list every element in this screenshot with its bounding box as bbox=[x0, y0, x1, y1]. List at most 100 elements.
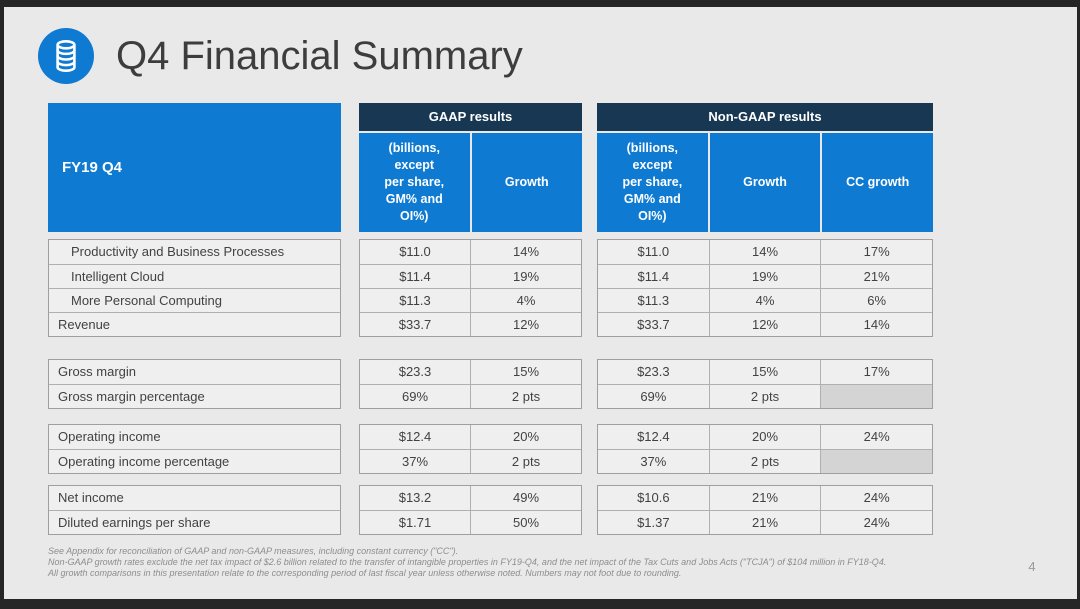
gaap-value-cell: $33.7 bbox=[398, 317, 432, 332]
row-label: Diluted earnings per share bbox=[49, 510, 340, 534]
nongaap-cc-growth-column-header: CC growth bbox=[820, 133, 933, 232]
nongaap-growth-column-header: Growth bbox=[707, 133, 821, 232]
gaap-value-cell: $12.4 bbox=[398, 429, 432, 444]
page-number: 4 bbox=[1028, 559, 1036, 574]
nongaap-cc-growth-cell-empty bbox=[820, 450, 933, 473]
gaap-value-cell: $1.71 bbox=[398, 515, 432, 530]
nongaap-cc-growth-cell: 14% bbox=[820, 313, 932, 336]
gaap-growth-cell: 49% bbox=[470, 486, 581, 510]
page-title: Q4 Financial Summary bbox=[116, 33, 523, 78]
nongaap-units-column-header: (billions, except per share, GM% and OI%… bbox=[622, 141, 683, 223]
table-row: $11.4 19% bbox=[360, 264, 581, 288]
gaap-column-headers: (billions, except per share, GM% and OI%… bbox=[359, 133, 582, 232]
table-row: $11.3 4% bbox=[360, 288, 581, 312]
operating-income-label-box: Operating income Operating income percen… bbox=[48, 424, 341, 474]
table-row: $1.71 50% bbox=[360, 510, 581, 534]
nongaap-cc-growth-cell-empty bbox=[820, 385, 933, 408]
table-row: $33.7 12% bbox=[360, 312, 581, 336]
table-row: 69% 2 pts bbox=[598, 384, 933, 408]
gaap-units-column-header: (billions, except per share, GM% and OI%… bbox=[384, 141, 445, 223]
gaap-value-cell: $11.3 bbox=[399, 293, 431, 308]
period-label: FY19 Q4 bbox=[62, 159, 123, 176]
nongaap-value-cell: $33.7 bbox=[637, 317, 670, 332]
nongaap-growth-cell: 2 pts bbox=[708, 450, 821, 473]
row-label: Productivity and Business Processes bbox=[71, 244, 285, 259]
gaap-growth-cell: 50% bbox=[470, 511, 581, 534]
table-row: 37% 2 pts bbox=[360, 449, 581, 473]
nongaap-cc-growth-cell: 17% bbox=[820, 360, 932, 384]
table-row: $12.4 20% 24% bbox=[598, 425, 932, 449]
slide-header: Q4 Financial Summary bbox=[38, 27, 523, 85]
nongaap-results-title: Non-GAAP results bbox=[597, 103, 933, 131]
table-row: $13.2 49% bbox=[360, 486, 581, 510]
net-income-nongaap-values-box: $10.6 21% 24% $1.37 21% 24% bbox=[597, 485, 933, 535]
nongaap-value-cell: 37% bbox=[640, 454, 667, 469]
nongaap-growth-cell: 21% bbox=[708, 511, 821, 534]
gaap-growth-cell: 20% bbox=[470, 425, 581, 449]
nongaap-cc-growth-cell: 24% bbox=[820, 486, 932, 510]
row-label: Intelligent Cloud bbox=[49, 264, 340, 288]
nongaap-growth-cell: 12% bbox=[708, 313, 821, 336]
gaap-value-cell: $23.3 bbox=[398, 364, 432, 379]
footnote-line: Non-GAAP growth rates exclude the net ta… bbox=[48, 557, 887, 567]
row-label: Gross margin bbox=[58, 364, 137, 379]
nongaap-value-cell: $12.4 bbox=[637, 429, 670, 444]
footnotes: See Appendix for reconciliation of GAAP … bbox=[48, 546, 1008, 579]
footnote-line: See Appendix for reconciliation of GAAP … bbox=[48, 546, 459, 556]
nongaap-value-cell: $11.4 bbox=[637, 269, 670, 284]
nongaap-value-cell: $23.3 bbox=[637, 364, 670, 379]
gaap-growth-cell: 12% bbox=[470, 313, 581, 336]
operating-income-nongaap-values-box: $12.4 20% 24% 37% 2 pts bbox=[597, 424, 933, 474]
row-label: More Personal Computing bbox=[49, 288, 340, 312]
nongaap-growth-cell: 15% bbox=[708, 360, 821, 384]
table-row: 37% 2 pts bbox=[598, 449, 933, 473]
table-row: $10.6 21% 24% bbox=[598, 486, 932, 510]
gaap-growth-cell: 2 pts bbox=[470, 385, 581, 408]
nongaap-value-cell: $1.37 bbox=[637, 515, 670, 530]
gaap-value-cell: 69% bbox=[401, 389, 429, 404]
revenue-nongaap-values-box: $11.0 14% 17% $11.4 19% 21% $11.3 4% 6% $33.7 1… bbox=[597, 239, 933, 337]
gross-margin-label-box: Gross margin Gross margin percentage bbox=[48, 359, 341, 409]
row-label: Operating income percentage bbox=[49, 449, 340, 473]
nongaap-results-header: Non-GAAP results (billions, except per s… bbox=[597, 103, 933, 232]
nongaap-value-cell: $11.0 bbox=[637, 244, 670, 259]
table-row: 69% 2 pts bbox=[360, 384, 581, 408]
table-row: $11.0 14% bbox=[360, 240, 581, 264]
nongaap-cc-growth-cell: 21% bbox=[820, 265, 932, 288]
gaap-growth-cell: 2 pts bbox=[470, 450, 581, 473]
period-header-box: FY19 Q4 bbox=[48, 103, 341, 232]
revenue-gaap-values-box: $11.0 14% $11.4 19% $11.3 4% $33.7 12% bbox=[359, 239, 582, 337]
gross-margin-nongaap-values-box: $23.3 15% 17% 69% 2 pts bbox=[597, 359, 933, 409]
net-income-gaap-values-box: $13.2 49% $1.71 50% bbox=[359, 485, 582, 535]
nongaap-growth-cell: 19% bbox=[708, 265, 821, 288]
gaap-results-title: GAAP results bbox=[359, 103, 582, 131]
table-row: $23.3 15% bbox=[360, 360, 581, 384]
row-label: Gross margin percentage bbox=[49, 384, 340, 408]
gaap-value-cell: 37% bbox=[401, 454, 429, 469]
nongaap-value-cell: $11.3 bbox=[637, 293, 670, 308]
gaap-growth-cell: 15% bbox=[470, 360, 581, 384]
gaap-growth-column-header: Growth bbox=[469, 133, 583, 232]
table-row: $33.7 12% 14% bbox=[598, 312, 932, 336]
nongaap-growth-cell: 2 pts bbox=[708, 385, 821, 408]
gross-margin-gaap-values-box: $23.3 15% 69% 2 pts bbox=[359, 359, 582, 409]
footnote-line: All growth comparisons in this presentat… bbox=[48, 568, 682, 578]
nongaap-value-cell: $10.6 bbox=[637, 490, 670, 505]
gaap-growth-cell: 4% bbox=[470, 289, 581, 312]
gaap-value-cell: $11.0 bbox=[399, 244, 431, 259]
revenue-label-box: Productivity and Business Processes Inte… bbox=[48, 239, 341, 337]
nongaap-growth-cell: 4% bbox=[708, 289, 821, 312]
nongaap-cc-growth-cell: 6% bbox=[820, 289, 932, 312]
row-label: Revenue bbox=[49, 312, 340, 336]
net-income-label-box: Net income Diluted earnings per share bbox=[48, 485, 341, 535]
nongaap-cc-growth-cell: 24% bbox=[820, 511, 932, 534]
table-row: $12.4 20% bbox=[360, 425, 581, 449]
table-row: $23.3 15% 17% bbox=[598, 360, 932, 384]
operating-income-gaap-values-box: $12.4 20% 37% 2 pts bbox=[359, 424, 582, 474]
nongaap-growth-cell: 21% bbox=[708, 486, 821, 510]
table-row: $11.4 19% 21% bbox=[598, 264, 932, 288]
row-label: Net income bbox=[58, 490, 124, 505]
nongaap-column-headers: (billions, except per share, GM% and OI%… bbox=[597, 133, 933, 232]
gaap-growth-cell: 19% bbox=[470, 265, 581, 288]
